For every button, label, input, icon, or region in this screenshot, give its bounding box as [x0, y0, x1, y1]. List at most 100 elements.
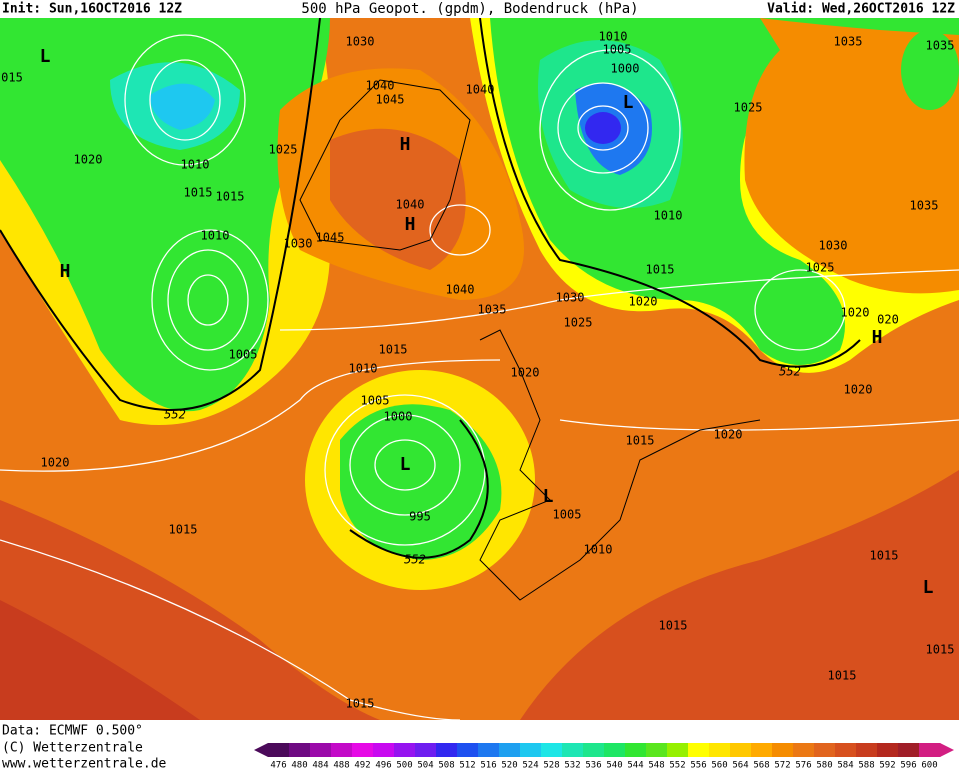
colorbar-label: 600: [921, 761, 937, 771]
colorbar-swatch: [394, 743, 416, 757]
colorbar-swatch: [415, 743, 437, 757]
colorbar-swatch: [499, 743, 521, 757]
isobar-label: 1020: [41, 456, 70, 470]
isobar-label: 1020: [74, 153, 103, 167]
colorbar-swatch: [625, 743, 647, 757]
colorbar-swatch: [352, 743, 374, 757]
colorbar-label: 532: [564, 761, 580, 771]
colorbar-label: 492: [354, 761, 370, 771]
map-title: 500 hPa Geopot. (gpdm), Bodendruck (hPa): [301, 1, 638, 17]
colorbar-label: 520: [501, 761, 517, 771]
colorbar-swatch: [919, 743, 941, 757]
field-580: [330, 128, 466, 270]
colorbar-swatch: [835, 743, 857, 757]
isobar-label: 1010: [654, 209, 683, 223]
isobar-label: 1015: [169, 523, 198, 537]
colorbar-swatch: [793, 743, 815, 757]
isobar-label: 1035: [478, 303, 507, 317]
colorbar-arrow-right: [940, 743, 954, 757]
colorbar-label: 540: [606, 761, 622, 771]
colorbar-arrow-left: [254, 743, 268, 757]
colorbar-label: 560: [711, 761, 727, 771]
colorbar-label: 568: [753, 761, 769, 771]
isobar-label: 1020: [844, 383, 873, 397]
isobar-label: 1020: [511, 366, 540, 380]
colorbar-label: 488: [333, 761, 349, 771]
isobar-label: 1035: [926, 39, 955, 53]
colorbar-swatch: [457, 743, 479, 757]
colorbar-swatch: [814, 743, 836, 757]
colorbar-swatch: [520, 743, 542, 757]
field-548: [901, 30, 959, 110]
pressure-center: L: [923, 577, 934, 598]
colorbar-swatch: [583, 743, 605, 757]
isobar-label: 1015: [626, 434, 655, 448]
isobar-label: 1030: [556, 291, 585, 305]
isobar-label: 1040: [466, 83, 495, 97]
contour-label: 552: [164, 408, 186, 422]
colorbar-label: 596: [900, 761, 916, 771]
isobar-label: 1045: [376, 93, 405, 107]
colorbar-label: 508: [438, 761, 454, 771]
isobar-label: 1040: [366, 79, 395, 93]
colorbar-label: 556: [690, 761, 706, 771]
pressure-center: L: [400, 454, 411, 475]
colorbar-label: 592: [879, 761, 895, 771]
colorbar-swatch: [709, 743, 731, 757]
colorbar-label: 564: [732, 761, 748, 771]
colorbar-label: 536: [585, 761, 601, 771]
colorbar-swatch: [751, 743, 773, 757]
pressure-center: L: [40, 46, 51, 67]
colorbar-swatch: [856, 743, 878, 757]
colorbar-swatch: [898, 743, 920, 757]
isobar-label: 1010: [599, 30, 628, 44]
colorbar-swatch: [373, 743, 395, 757]
colorbar-swatch: [268, 743, 290, 757]
colorbar-label: 544: [627, 761, 643, 771]
isobar-label: 1040: [396, 198, 425, 212]
colorbar-label: 504: [417, 761, 433, 771]
colorbar-label: 476: [270, 761, 286, 771]
isobar-label: 1035: [910, 199, 939, 213]
isobar-label: 1015: [828, 669, 857, 683]
colorbar-swatch: [877, 743, 899, 757]
colorbar-swatch: [436, 743, 458, 757]
isobar-label: 1010: [349, 362, 378, 376]
contour-552: [0, 17, 861, 559]
isobar-label: 1040: [446, 283, 475, 297]
init-text: Init: Sun,16OCT2016 12Z: [2, 2, 182, 17]
isobar-label: 1000: [611, 62, 640, 76]
isobar-label: 995: [409, 510, 431, 524]
colorbar-label: 552: [669, 761, 685, 771]
data-source: Data: ECMWF 0.500°: [2, 724, 143, 739]
contour-label: 552: [779, 365, 801, 379]
isobar-label: 1015: [870, 549, 899, 563]
isobar-label: 015: [1, 71, 23, 85]
isobar-label: 1000: [384, 410, 413, 424]
colorbar-label: 480: [291, 761, 307, 771]
isobar-label: 020: [877, 313, 899, 327]
isobar-label: 1025: [564, 316, 593, 330]
colorbar-label: 516: [480, 761, 496, 771]
valid-text: Valid: Wed,26OCT2016 12Z: [767, 2, 955, 17]
colorbar-swatch: [310, 743, 332, 757]
isobar-label: 1035: [834, 35, 863, 49]
colorbar-swatch: [646, 743, 668, 757]
colorbar-swatch: [688, 743, 710, 757]
pressure-center: L: [543, 486, 554, 507]
coastlines: [299, 79, 761, 601]
isobar-label: 1005: [603, 43, 632, 57]
colorbar-label: 496: [375, 761, 391, 771]
isobar-label: 1030: [346, 35, 375, 49]
isobar-label: 1020: [629, 295, 658, 309]
colorbar-label: 548: [648, 761, 664, 771]
field-588: [0, 600, 200, 720]
isobar-label: 1010: [181, 158, 210, 172]
colorbar-swatch: [541, 743, 563, 757]
colorbar-swatch: [667, 743, 689, 757]
colorbar-swatch: [604, 743, 626, 757]
isobar-label: 1015: [646, 263, 675, 277]
field-524: [150, 83, 215, 130]
